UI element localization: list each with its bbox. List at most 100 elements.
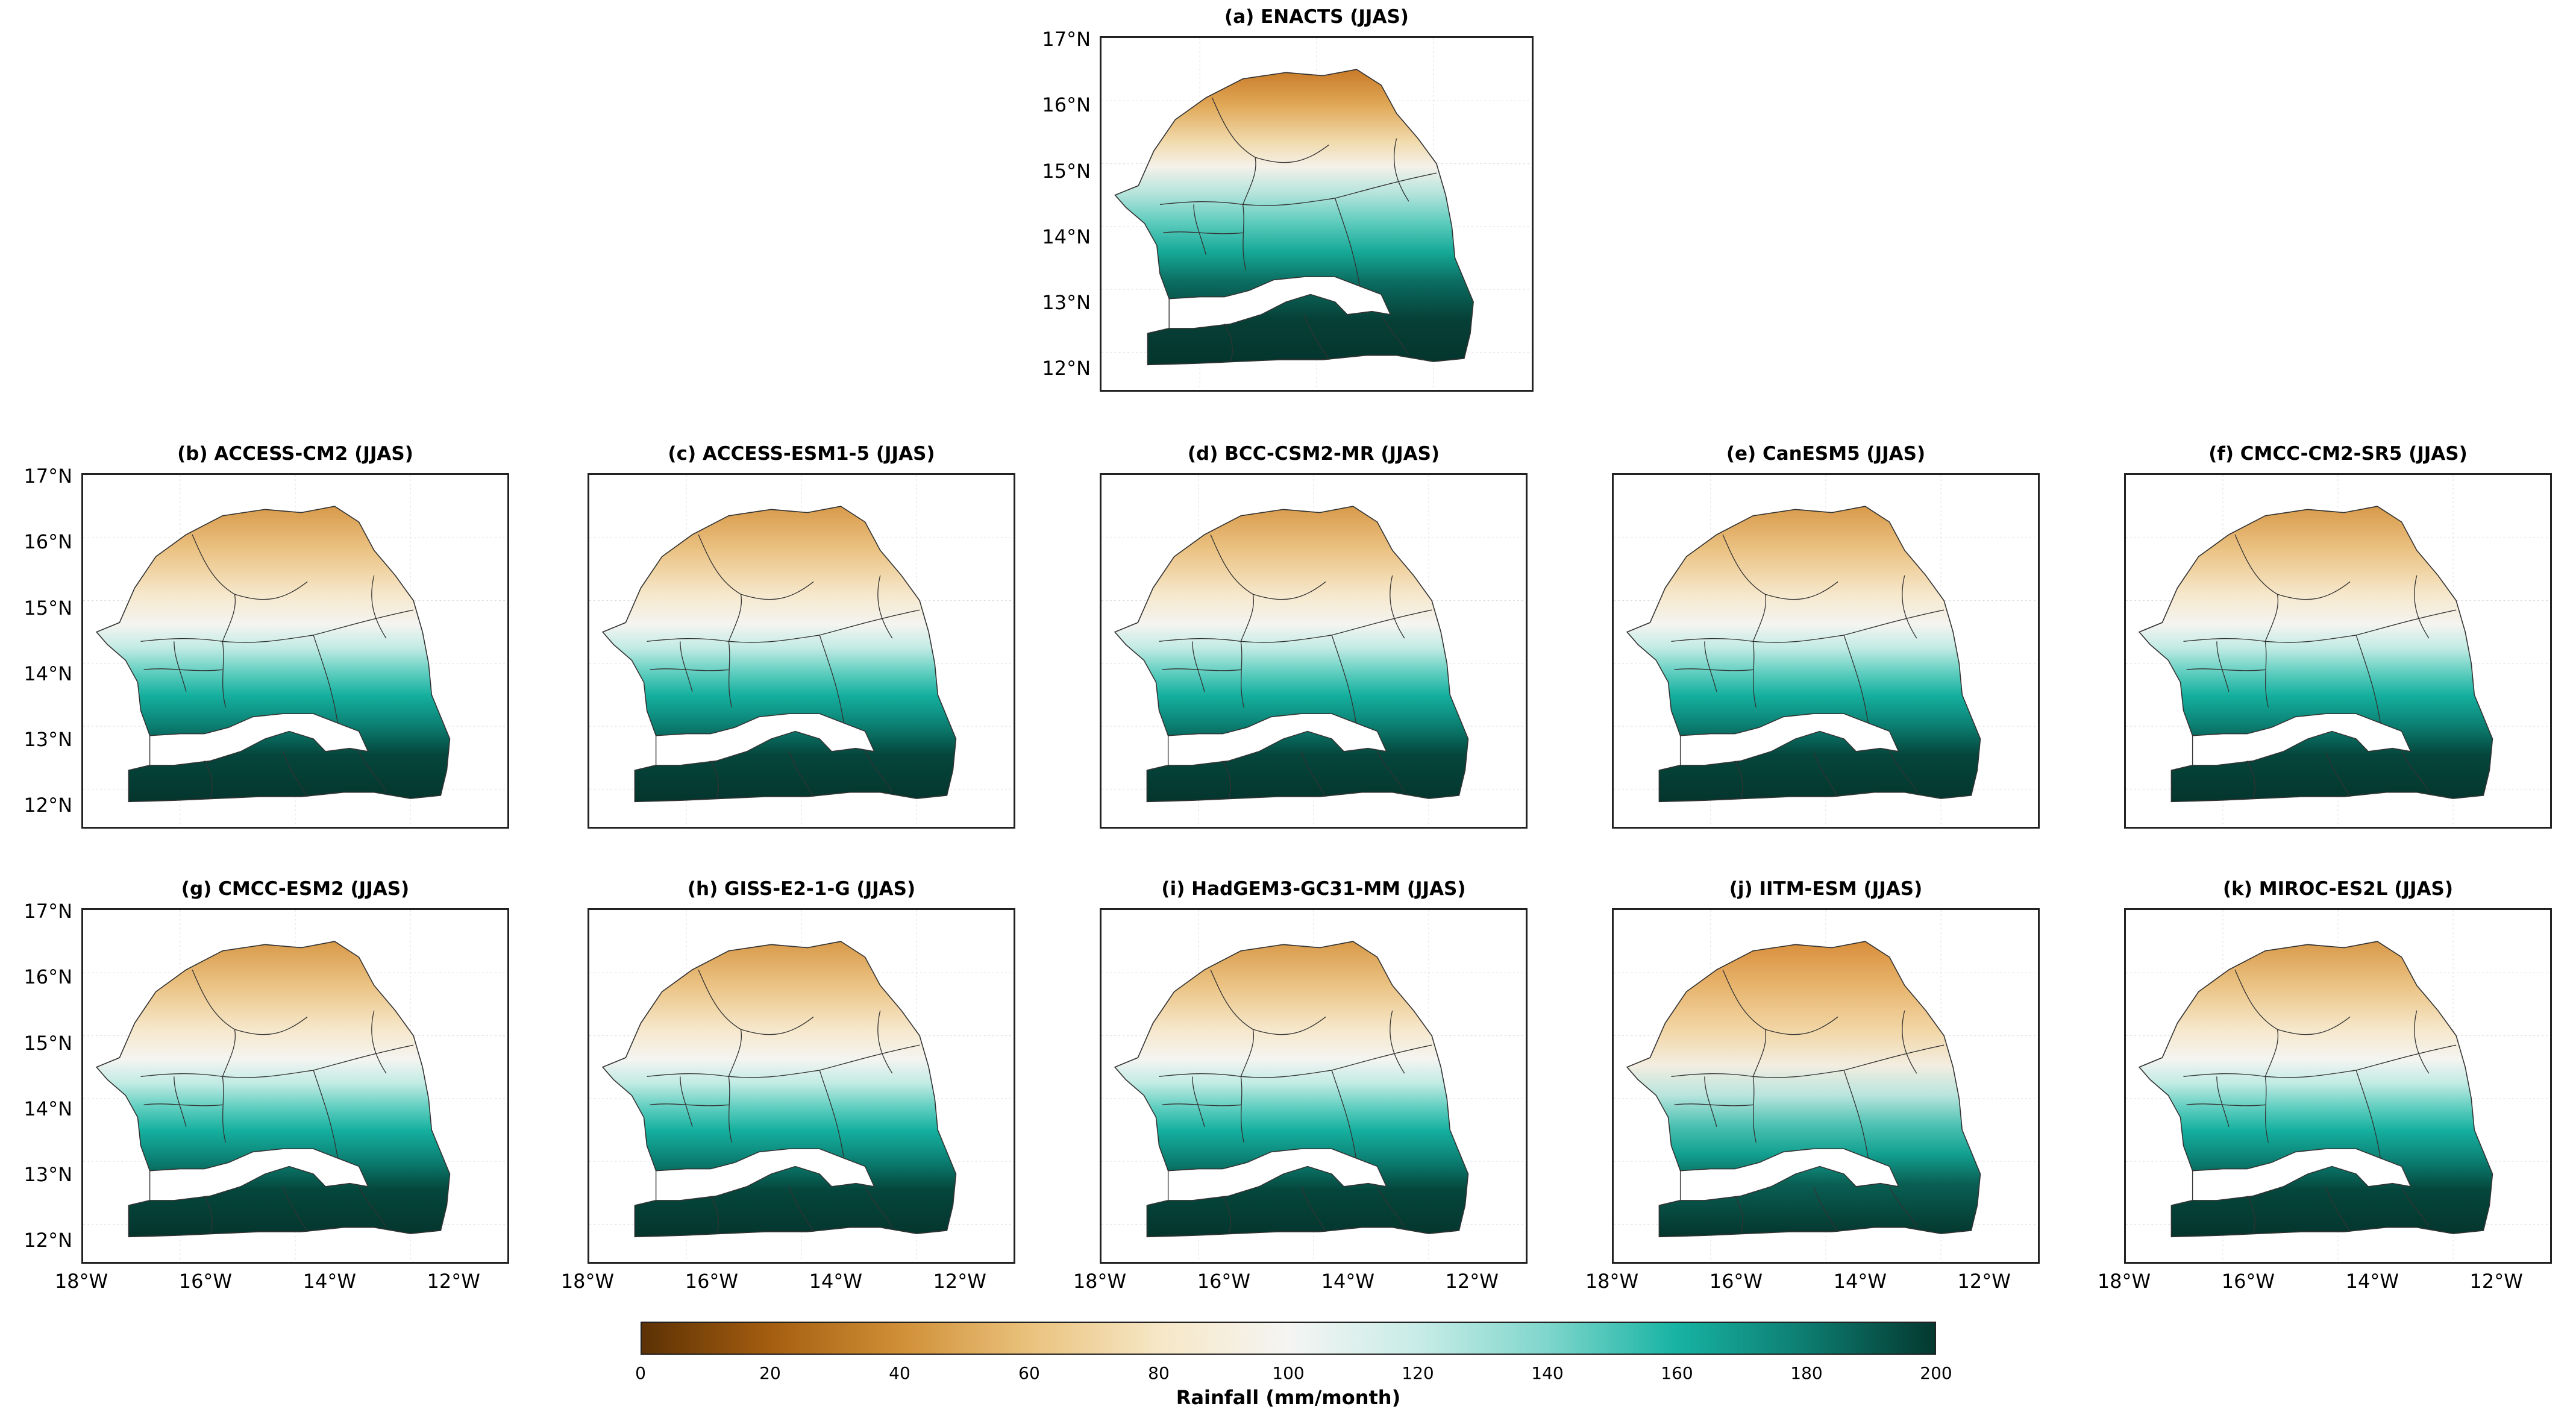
region-border [222,594,236,642]
region-border [1240,1076,1244,1143]
region-border [1902,575,1917,639]
panel-title: (g) CMCC-ESM2 (JJAS) [181,878,410,900]
map-panel-f: (f) CMCC-CM2-SR5 (JJAS) [2124,443,2552,829]
region-border [1844,609,1945,636]
gambia-cutout [2192,1148,2411,1201]
lon-tick-label: 14°W [1833,1270,1887,1293]
lon-tick-label: 12°W [427,1270,480,1293]
map-frame [588,473,1015,829]
region-border [313,635,339,724]
gambia-cutout [655,713,875,766]
lat-tick-label: 15°N [24,596,72,620]
region-border [359,1186,387,1228]
region-border [1334,198,1361,287]
region-border [865,751,893,792]
map-frame [2124,473,2552,829]
map-panel-b: (b) ACCESS-CM2 (JJAS) [81,443,509,829]
colorbar-tick-label: 120 [1402,1363,1434,1383]
region-border [1674,1103,1753,1106]
colorbar-tick-label: 100 [1272,1363,1305,1383]
region-border [1704,1076,1717,1127]
region-border [313,1070,339,1159]
region-border [283,751,308,797]
region-border [1240,1029,1255,1077]
panel-title: (e) CanESM5 (JJAS) [1726,443,1926,465]
lon-tick-label: 12°W [1957,1270,2011,1293]
rainfall-map [589,910,1014,1262]
region-border [819,1070,845,1159]
region-border [650,1103,729,1106]
region-border [371,1010,387,1074]
region-border [2414,1010,2430,1074]
region-border [1704,641,1717,692]
region-border [865,1186,893,1228]
lat-tick-label: 13°N [1042,291,1091,315]
region-border [1303,314,1329,360]
region-border [1301,751,1326,797]
panel-title: (d) BCC-CSM2-MR (JJAS) [1187,443,1440,465]
region-border [1332,609,1432,636]
lon-tick-label: 18°W [1585,1270,1639,1293]
region-border [1242,204,1247,271]
map-panel-h: (h) GISS-E2-1-G (JJAS) [588,878,1015,1264]
region-border [192,969,308,1035]
region-border [2264,594,2279,642]
region-border [1734,761,1743,799]
map-panel-e: (e) CanESM5 (JJAS) [1612,443,2040,829]
map-frame [2124,908,2552,1264]
map-panel-i: (i) HadGEM3-GC31-MM (JJAS) [1100,878,1528,1264]
region-border [1222,1196,1231,1234]
region-border [2355,635,2381,724]
region-border [2356,1044,2457,1071]
lat-tick-label: 12°N [24,1229,72,1252]
region-border [143,1103,223,1106]
colorbar-tick-label: 40 [889,1363,910,1383]
lon-tick-label: 18°W [1073,1270,1127,1293]
colorbar-tick-label: 20 [759,1363,781,1383]
region-border [2264,641,2269,708]
gambia-cutout [149,713,369,766]
lat-tick-label: 12°N [24,794,72,817]
panel-title: (c) ACCESS-ESM1-5 (JJAS) [668,443,935,465]
rainfall-map [1614,910,2038,1262]
region-border [1162,231,1243,234]
rainfall-map [2126,475,2550,827]
lon-tick-label: 14°W [302,1270,356,1293]
region-border [819,635,845,724]
region-border [1734,1196,1743,1234]
region-border [1843,1070,1869,1159]
region-border [1162,668,1241,671]
region-border [2264,1076,2269,1143]
panel-title: (h) GISS-E2-1-G (JJAS) [687,878,916,900]
region-border [2264,1029,2279,1077]
region-border [283,1186,308,1232]
lon-tick-label: 14°W [1321,1270,1374,1293]
map-frame [1100,908,1528,1264]
region-border [1674,668,1753,671]
lon-tick-label: 14°W [2345,1270,2399,1293]
colorbar-tick-label: 0 [635,1363,646,1383]
region-border [1224,324,1233,362]
region-border [789,751,814,797]
region-border [371,575,387,639]
region-border [1843,635,1869,724]
lat-tick-label: 15°N [24,1031,72,1055]
region-border [710,761,719,799]
panel-title: (a) ENACTS (JJAS) [1224,6,1409,28]
region-border [728,1076,732,1143]
panel-title: (i) HadGEM3-GC31-MM (JJAS) [1161,878,1466,900]
map-frame [1100,473,1528,829]
region-border [1752,1076,1757,1143]
region-border [1377,1186,1405,1228]
lon-tick-label: 12°W [933,1270,986,1293]
region-border [728,1029,742,1077]
region-border [1889,1186,1917,1228]
region-border [680,1076,693,1127]
lat-tick-label: 12°N [1042,357,1091,380]
region-border [728,641,732,708]
lon-tick-label: 12°W [2469,1270,2523,1293]
lon-tick-label: 16°W [685,1270,739,1293]
region-border [2246,761,2255,799]
region-border [1813,1186,1838,1232]
region-border [1889,751,1917,792]
